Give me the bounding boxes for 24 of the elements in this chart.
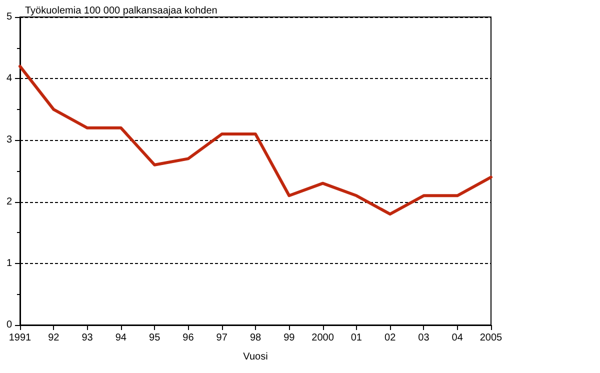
- y-tick-label: 1: [6, 258, 12, 269]
- x-tick-label: 02: [384, 332, 396, 344]
- y-tick-label: 5: [6, 12, 12, 22]
- x-tick-label: 94: [115, 332, 127, 344]
- y-axis-title: Työkuolemia 100 000 palkansaajaa kohden: [25, 6, 218, 16]
- x-tick-label: 97: [216, 332, 228, 344]
- x-tick-label: 92: [48, 332, 60, 344]
- x-tick-label: 2000: [312, 332, 334, 344]
- x-tick-label: 03: [418, 332, 430, 344]
- line-series: [18, 64, 492, 216]
- x-axis-title: Vuosi: [243, 352, 268, 362]
- y-tick-label: 2: [6, 196, 12, 208]
- x-tick-label: 95: [149, 332, 161, 344]
- x-tick-label: 96: [182, 332, 194, 344]
- x-tick-label: 01: [350, 332, 362, 344]
- x-tick-label: 1991: [8, 332, 32, 344]
- x-tick-label: 04: [452, 332, 464, 344]
- y-tick-label: 4: [6, 73, 12, 84]
- y-tick-label: 0: [6, 320, 12, 330]
- x-tick-label: 98: [250, 332, 262, 344]
- x-tick-label: 2005: [480, 332, 503, 344]
- x-tick-label: 99: [284, 332, 296, 344]
- y-tick-label: 3: [6, 134, 12, 146]
- x-tick-label: 93: [82, 332, 94, 344]
